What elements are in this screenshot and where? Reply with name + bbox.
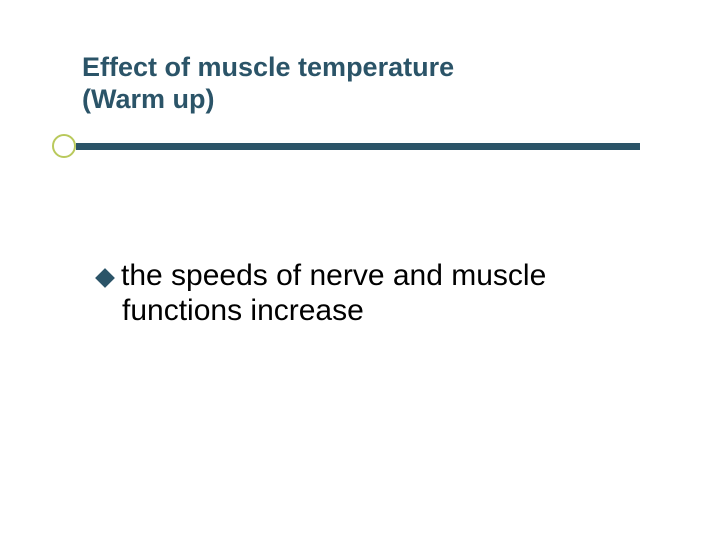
bullet-text: the speeds of nerve and muscle functions… bbox=[121, 259, 546, 327]
title-line-1: Effect of muscle temperature bbox=[82, 52, 454, 84]
slide: Effect of muscle temperature (Warm up) t… bbox=[0, 0, 720, 540]
title-line-2: (Warm up) bbox=[82, 84, 454, 116]
slide-title: Effect of muscle temperature (Warm up) bbox=[82, 52, 454, 116]
title-underline bbox=[52, 134, 640, 158]
underline-circle-icon bbox=[52, 134, 76, 158]
diamond-bullet-icon bbox=[95, 268, 115, 288]
body-content: the speeds of nerve and muscle functions… bbox=[98, 258, 638, 329]
underline-bar bbox=[76, 143, 640, 150]
list-item: the speeds of nerve and muscle functions… bbox=[98, 258, 638, 329]
